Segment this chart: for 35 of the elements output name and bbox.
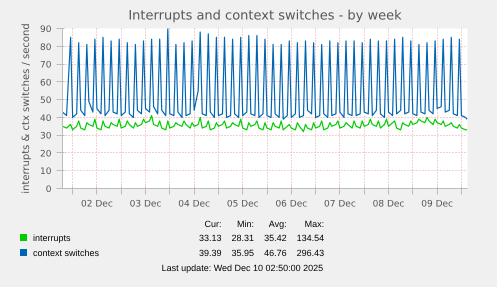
x-tick-label: 09 Dec: [421, 200, 454, 210]
y-tick-label: 40: [40, 114, 52, 124]
text: Last update: Wed Dec 10 02:50:00 2025: [160, 262, 324, 275]
x-tick-label: 03 Dec: [130, 200, 162, 210]
text: 39.39: [198, 247, 222, 260]
text: 46.76: [263, 247, 287, 260]
text: Avg:: [268, 219, 287, 230]
legend-label: context switches: [32, 247, 100, 260]
text: 35.95: [230, 247, 254, 260]
text: 296.43: [296, 247, 324, 260]
y-axis-title: interrupts & ctx switches / second: [21, 23, 32, 194]
text: Max:: [304, 219, 324, 230]
x-tick-label: 02 Dec: [81, 200, 113, 210]
x-tick-label: 07 Dec: [324, 200, 356, 210]
text: 35.42: [263, 232, 287, 245]
text: Cur:: [204, 219, 222, 230]
y-tick-label: 50: [40, 96, 52, 106]
y-tick-label: 90: [40, 25, 52, 35]
y-tick-label: 0: [46, 185, 52, 195]
x-tick-label: 05 Dec: [226, 200, 259, 210]
y-tick-label: 20: [40, 149, 52, 160]
y-tick-label: 60: [40, 78, 52, 88]
text: Min:: [236, 219, 254, 230]
text: 33.13: [198, 232, 222, 245]
y-tick-label: 10: [40, 167, 52, 178]
y-tick-label: 30: [40, 132, 52, 142]
x-tick-label: 04 Dec: [178, 200, 210, 210]
text: 134.54: [296, 232, 324, 245]
chart-title: Interrupts and context switches - by week: [128, 8, 402, 24]
text: 28.31: [230, 232, 254, 245]
legend-label: interrupts: [32, 232, 72, 245]
x-tick-label: 06 Dec: [275, 200, 308, 210]
y-tick-label: 80: [40, 42, 52, 53]
y-tick-label: 70: [40, 60, 52, 71]
x-tick-label: 08 Dec: [372, 200, 404, 210]
